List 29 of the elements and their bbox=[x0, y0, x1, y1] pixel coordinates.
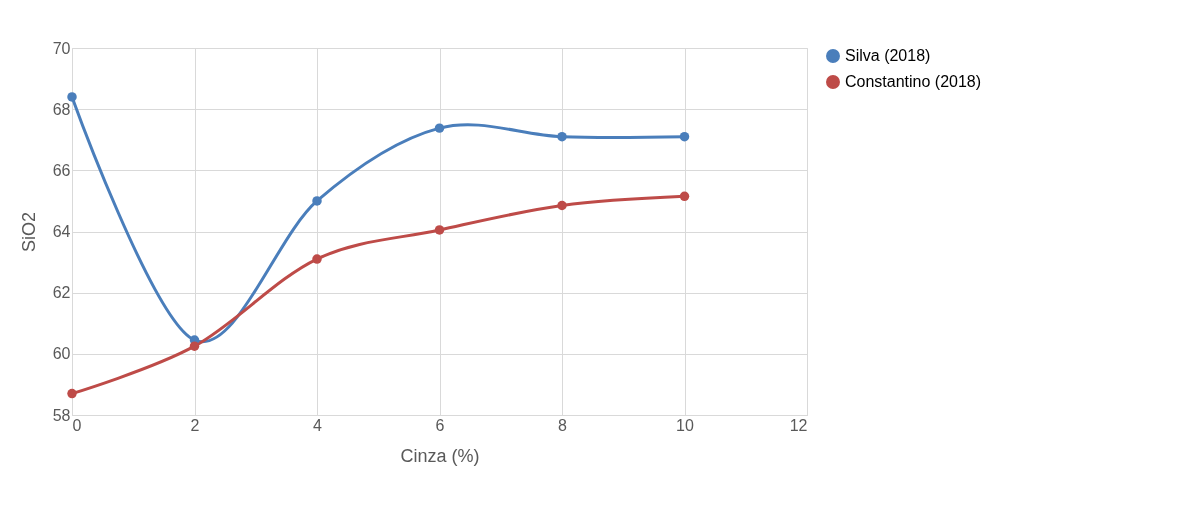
x-tick-label: 12 bbox=[789, 416, 808, 434]
point bbox=[67, 388, 77, 399]
x-tick-label: 4 bbox=[313, 416, 323, 434]
y-tick-label: 70 bbox=[52, 39, 71, 57]
legend-label: Silva (2018) bbox=[845, 47, 931, 64]
y-tick-label: 62 bbox=[52, 284, 71, 302]
y-tick-label: 60 bbox=[52, 345, 71, 363]
point bbox=[679, 131, 690, 142]
x-tick-label: 0 bbox=[72, 416, 82, 434]
x-axis-title: Cinza (%) bbox=[400, 445, 480, 466]
x-tick-label: 2 bbox=[190, 416, 200, 434]
point bbox=[312, 254, 322, 264]
y-tick-label: 66 bbox=[52, 161, 71, 179]
legend-label: Constantino (2018) bbox=[845, 73, 982, 90]
y-axis-title: SiO2 bbox=[18, 211, 39, 253]
y-tick-label: 64 bbox=[52, 223, 71, 240]
y-tick-label: 68 bbox=[52, 100, 71, 118]
point bbox=[557, 131, 567, 142]
y-tick-label: 58 bbox=[52, 406, 71, 424]
x-tick-label: 10 bbox=[676, 416, 694, 434]
x-tick-label: 6 bbox=[435, 416, 445, 434]
point bbox=[434, 123, 445, 133]
point bbox=[189, 341, 200, 351]
x-tick-label: 8 bbox=[558, 416, 568, 434]
point bbox=[312, 196, 322, 206]
point bbox=[434, 225, 445, 235]
point bbox=[679, 191, 690, 202]
point bbox=[557, 200, 567, 211]
point bbox=[67, 92, 77, 102]
